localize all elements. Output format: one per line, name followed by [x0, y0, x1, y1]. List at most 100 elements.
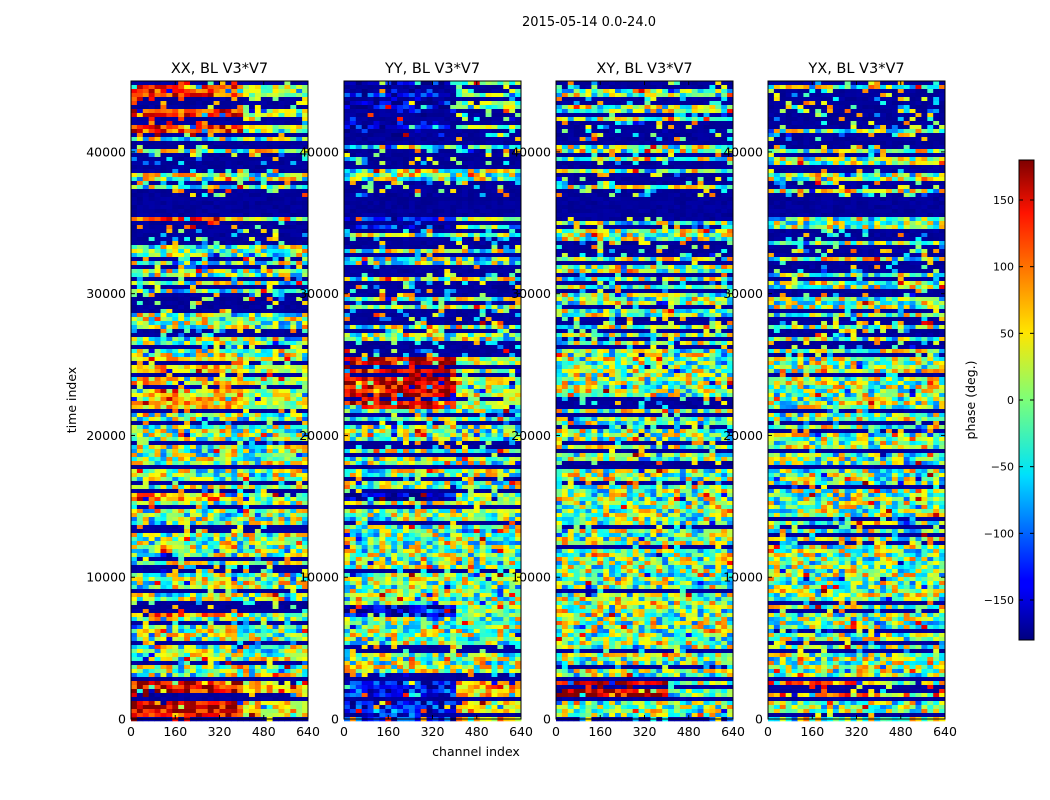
- heatmap-cell: [202, 421, 208, 425]
- heatmap-cell: [296, 197, 302, 201]
- heatmap-cell: [137, 197, 143, 201]
- heatmap-cell: [184, 641, 190, 645]
- heatmap-cell: [225, 101, 231, 105]
- heatmap-cell: [249, 181, 255, 185]
- heatmap-cell: [196, 209, 202, 213]
- heatmap-cell: [397, 97, 403, 101]
- heatmap-cell: [172, 601, 178, 605]
- heatmap-cell: [290, 593, 296, 597]
- heatmap-cell: [137, 189, 143, 193]
- heatmap-cell: [149, 381, 155, 385]
- heatmap-cell: [290, 361, 296, 365]
- heatmap-cell: [279, 413, 285, 417]
- heatmap-cell: [172, 545, 178, 549]
- heatmap-cell: [273, 137, 279, 141]
- heatmap-cell: [231, 81, 237, 85]
- heatmap-cell: [296, 221, 302, 225]
- heatmap-cell: [273, 377, 279, 381]
- heatmap-cell: [231, 505, 237, 509]
- heatmap-cell: [290, 325, 296, 329]
- heatmap-cell: [137, 273, 143, 277]
- x-tick-label: 0: [127, 724, 135, 739]
- heatmap-cell: [161, 465, 167, 469]
- heatmap-cell: [190, 677, 196, 681]
- heatmap-cell: [237, 337, 243, 341]
- heatmap-cell: [196, 689, 202, 693]
- heatmap-cell: [208, 517, 214, 521]
- heatmap-cell: [243, 349, 249, 353]
- heatmap-cell: [190, 365, 196, 369]
- heatmap-cell: [184, 585, 190, 589]
- heatmap-cell: [267, 249, 273, 253]
- heatmap-cell: [149, 645, 155, 649]
- heatmap-cell: [149, 437, 155, 441]
- heatmap-cell: [237, 145, 243, 149]
- heatmap-cell: [166, 445, 172, 449]
- heatmap-cell: [149, 697, 155, 701]
- heatmap-cell: [267, 185, 273, 189]
- heatmap-cell: [243, 537, 249, 541]
- heatmap-cell: [231, 665, 237, 669]
- heatmap-cell: [190, 665, 196, 669]
- heatmap-cell: [143, 541, 149, 545]
- heatmap-cell: [284, 85, 290, 89]
- heatmap-cell: [220, 145, 226, 149]
- heatmap-cell: [237, 489, 243, 493]
- heatmap-cell: [255, 89, 261, 93]
- heatmap-cell: [214, 277, 220, 281]
- heatmap-cell: [296, 273, 302, 277]
- heatmap-cell: [267, 373, 273, 377]
- heatmap-cell: [302, 113, 308, 117]
- heatmap-cell: [190, 329, 196, 333]
- heatmap-cell: [279, 125, 285, 129]
- heatmap-cell: [149, 241, 155, 245]
- heatmap-cell: [302, 473, 308, 477]
- heatmap-cell: [237, 173, 243, 177]
- heatmap-cell: [243, 649, 249, 653]
- heatmap-cell: [137, 489, 143, 493]
- heatmap-cell: [190, 641, 196, 645]
- heatmap-cell: [427, 81, 433, 85]
- heatmap-cell: [184, 601, 190, 605]
- heatmap-cell: [172, 129, 178, 133]
- heatmap-cell: [290, 369, 296, 373]
- heatmap-cell: [243, 677, 249, 681]
- heatmap-cell: [237, 493, 243, 497]
- heatmap-cell: [143, 613, 149, 617]
- heatmap-cell: [302, 597, 308, 601]
- heatmap-cell: [178, 305, 184, 309]
- heatmap-cell: [284, 549, 290, 553]
- heatmap-cell: [279, 433, 285, 437]
- heatmap-cell: [131, 305, 137, 309]
- heatmap-cell: [237, 149, 243, 153]
- heatmap-cell: [273, 245, 279, 249]
- heatmap-cell: [220, 449, 226, 453]
- heatmap-cell: [149, 153, 155, 157]
- heatmap-cell: [374, 85, 380, 89]
- heatmap-cell: [208, 625, 214, 629]
- heatmap-cell: [261, 113, 267, 117]
- heatmap-cell: [267, 521, 273, 525]
- heatmap-cell: [290, 577, 296, 581]
- heatmap-cell: [137, 213, 143, 217]
- heatmap-cell: [131, 593, 137, 597]
- heatmap-cell: [208, 377, 214, 381]
- heatmap-cell: [237, 265, 243, 269]
- heatmap-cell: [261, 169, 267, 173]
- heatmap-cell: [184, 225, 190, 229]
- heatmap-cell: [190, 617, 196, 621]
- heatmap-cell: [190, 313, 196, 317]
- heatmap-cell: [137, 493, 143, 497]
- heatmap-cell: [131, 553, 137, 557]
- heatmap-cell: [231, 333, 237, 337]
- heatmap-cell: [202, 413, 208, 417]
- heatmap-cell: [267, 157, 273, 161]
- heatmap-cell: [225, 385, 231, 389]
- heatmap-cell: [190, 693, 196, 697]
- heatmap-cell: [172, 253, 178, 257]
- heatmap-cell: [214, 165, 220, 169]
- heatmap-cell: [237, 165, 243, 169]
- heatmap-cell: [137, 525, 143, 529]
- heatmap-cell: [196, 357, 202, 361]
- heatmap-cell: [202, 625, 208, 629]
